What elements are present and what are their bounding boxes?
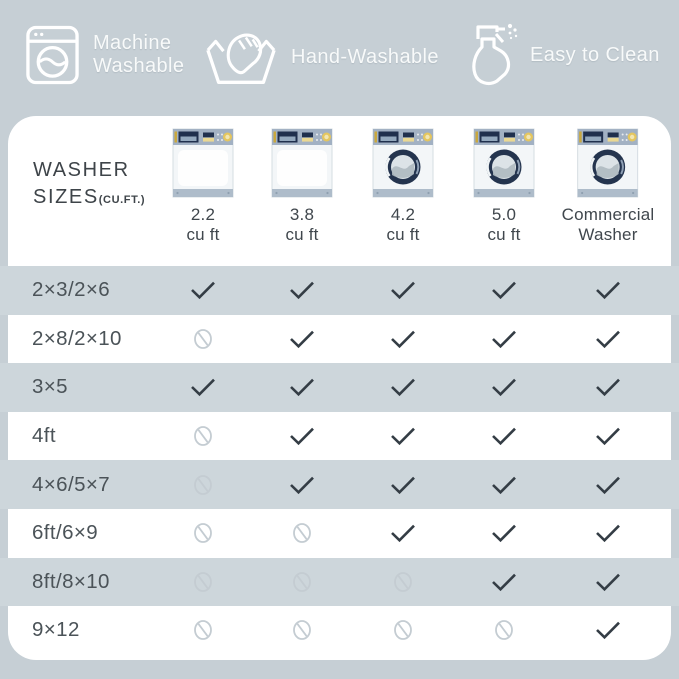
not-compatible-icon bbox=[292, 570, 313, 594]
table-row: 4ft bbox=[0, 412, 679, 461]
row-label: 4×6/5×7 bbox=[32, 472, 111, 496]
table-row: 6ft/6×9 bbox=[0, 509, 679, 558]
not-compatible-icon bbox=[193, 473, 214, 497]
table-row: 2×3/2×6 bbox=[0, 266, 679, 315]
check-icon bbox=[490, 474, 518, 495]
check-icon bbox=[189, 377, 217, 398]
table-row: 2×8/2×10 bbox=[0, 315, 679, 364]
top-badges: Machine Washable Hand-Washable bbox=[0, 0, 679, 112]
column-header-0: 2.2 cu ft bbox=[172, 128, 234, 245]
not-compatible-icon bbox=[193, 327, 214, 351]
column-header-4: Commercial Washer bbox=[562, 128, 655, 245]
washer-icon bbox=[271, 128, 333, 198]
check-icon bbox=[389, 328, 417, 349]
column-headers: 2.2 cu ft 3.8 cu ft 4.2 cu ft bbox=[0, 128, 679, 258]
not-compatible-icon bbox=[494, 618, 515, 642]
column-label: 5.0 cu ft bbox=[487, 205, 521, 244]
column-header-3: 5.0 cu ft bbox=[473, 128, 535, 245]
not-compatible-icon bbox=[193, 424, 214, 448]
check-icon bbox=[189, 280, 217, 301]
column-header-1: 3.8 cu ft bbox=[271, 128, 333, 245]
check-icon bbox=[288, 280, 316, 301]
not-compatible-icon bbox=[193, 521, 214, 545]
check-icon bbox=[389, 426, 417, 447]
table-row: 8ft/8×10 bbox=[0, 557, 679, 607]
title-line-1: WASHER bbox=[33, 159, 130, 181]
check-icon bbox=[594, 426, 622, 447]
title-line-2: SIZES(CU.FT.) bbox=[33, 186, 146, 208]
check-icon bbox=[288, 377, 316, 398]
not-compatible-icon bbox=[393, 570, 414, 594]
hand-wash-icon bbox=[206, 33, 276, 84]
not-compatible-icon bbox=[292, 618, 313, 642]
check-icon bbox=[594, 571, 622, 592]
check-icon bbox=[490, 377, 518, 398]
check-icon bbox=[389, 280, 417, 301]
row-label: 2×8/2×10 bbox=[32, 326, 122, 350]
spray-bottle-icon bbox=[472, 23, 518, 85]
row-label: 3×5 bbox=[32, 375, 68, 399]
washer-sizes-title: WASHER SIZES(CU.FT.) bbox=[33, 157, 145, 214]
row-label: 9×12 bbox=[32, 618, 80, 642]
check-icon bbox=[490, 571, 518, 592]
check-icon bbox=[594, 328, 622, 349]
badge-hand-washable: Hand-Washable bbox=[203, 26, 439, 88]
badge-easy-to-clean: Easy to Clean bbox=[470, 21, 660, 89]
washer-icon bbox=[372, 128, 434, 198]
not-compatible-icon bbox=[193, 618, 214, 642]
badge-machine-washable: Machine Washable bbox=[25, 24, 184, 86]
check-icon bbox=[490, 280, 518, 301]
column-label: 3.8 cu ft bbox=[285, 205, 319, 244]
washer-icon bbox=[577, 128, 639, 198]
check-icon bbox=[594, 280, 622, 301]
check-icon bbox=[389, 474, 417, 495]
check-icon bbox=[594, 523, 622, 544]
badge-label: Hand-Washable bbox=[291, 45, 439, 68]
column-header-2: 4.2 cu ft bbox=[372, 128, 434, 245]
washer-icon bbox=[473, 128, 535, 198]
check-icon bbox=[288, 474, 316, 495]
check-icon bbox=[594, 377, 622, 398]
not-compatible-icon bbox=[292, 521, 313, 545]
title-suffix: (CU.FT.) bbox=[98, 194, 146, 206]
check-icon bbox=[389, 377, 417, 398]
check-icon bbox=[490, 426, 518, 447]
column-label: Commercial Washer bbox=[561, 205, 655, 244]
column-label: 4.2 cu ft bbox=[386, 205, 420, 244]
check-icon bbox=[490, 328, 518, 349]
washing-machine-icon bbox=[26, 25, 79, 85]
row-label: 8ft/8×10 bbox=[32, 569, 110, 593]
column-label: 2.2 cu ft bbox=[186, 205, 220, 244]
washer-icon bbox=[172, 128, 234, 198]
not-compatible-icon bbox=[193, 570, 214, 594]
check-icon bbox=[490, 523, 518, 544]
table-row: 4×6/5×7 bbox=[0, 460, 679, 509]
badge-label: Easy to Clean bbox=[530, 43, 660, 66]
table-row: 9×12 bbox=[0, 606, 679, 655]
table-row: 3×5 bbox=[0, 363, 679, 412]
row-label: 6ft/6×9 bbox=[32, 521, 99, 545]
compatibility-table: 2×3/2×6 2×8/2×10 3×5 bbox=[0, 266, 679, 655]
check-icon bbox=[594, 620, 622, 641]
check-icon bbox=[288, 328, 316, 349]
check-icon bbox=[389, 523, 417, 544]
badge-label: Machine Washable bbox=[93, 32, 185, 77]
check-icon bbox=[288, 426, 316, 447]
row-label: 2×3/2×6 bbox=[32, 278, 111, 302]
row-label: 4ft bbox=[32, 424, 56, 448]
not-compatible-icon bbox=[393, 618, 414, 642]
check-icon bbox=[594, 474, 622, 495]
